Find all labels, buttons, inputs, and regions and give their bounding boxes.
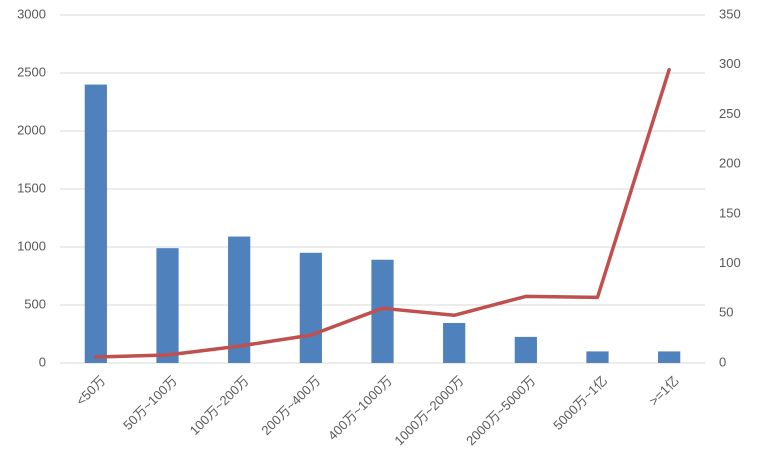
y2-tick-label: 250	[719, 106, 741, 121]
bar	[586, 351, 609, 363]
y-tick-label: 500	[24, 296, 46, 311]
y-tick-label: 3000	[17, 6, 46, 21]
y2-tick-label: 150	[719, 205, 741, 220]
bar	[228, 236, 251, 363]
bar	[156, 248, 179, 363]
x-tick-label: 5000万~1亿	[550, 373, 610, 433]
y2-tick-label: 100	[719, 255, 741, 270]
bar	[658, 351, 681, 363]
x-tick-label: 400万~1000万	[325, 373, 395, 443]
y2-tick-label: 0	[719, 354, 726, 369]
y2-tick-label: 50	[719, 305, 733, 320]
x-tick-label: 200万~400万	[258, 373, 323, 438]
x-tick-label: 50万~100万	[120, 373, 180, 433]
y-tick-label: 2500	[17, 64, 46, 79]
bar	[299, 252, 322, 363]
x-tick-label: <50万	[73, 373, 108, 408]
y-tick-label: 2000	[17, 122, 46, 137]
y2-tick-label: 200	[719, 156, 741, 171]
bar	[371, 259, 394, 363]
y-tick-label: 1000	[17, 238, 46, 253]
y-tick-label: 0	[39, 354, 46, 369]
x-tick-label: 2000万~5000万	[463, 373, 538, 448]
y-tick-label: 1500	[17, 180, 46, 195]
x-tick-label: 1000万~2000万	[391, 373, 466, 448]
line	[94, 67, 671, 359]
y2-tick-label: 300	[719, 56, 741, 71]
x-tick-label: >=1亿	[646, 373, 682, 409]
bar	[84, 84, 107, 363]
bar	[443, 322, 466, 363]
y2-tick-label: 350	[719, 6, 741, 21]
x-tick-label: 100万~200万	[187, 373, 252, 438]
bar	[514, 336, 537, 363]
